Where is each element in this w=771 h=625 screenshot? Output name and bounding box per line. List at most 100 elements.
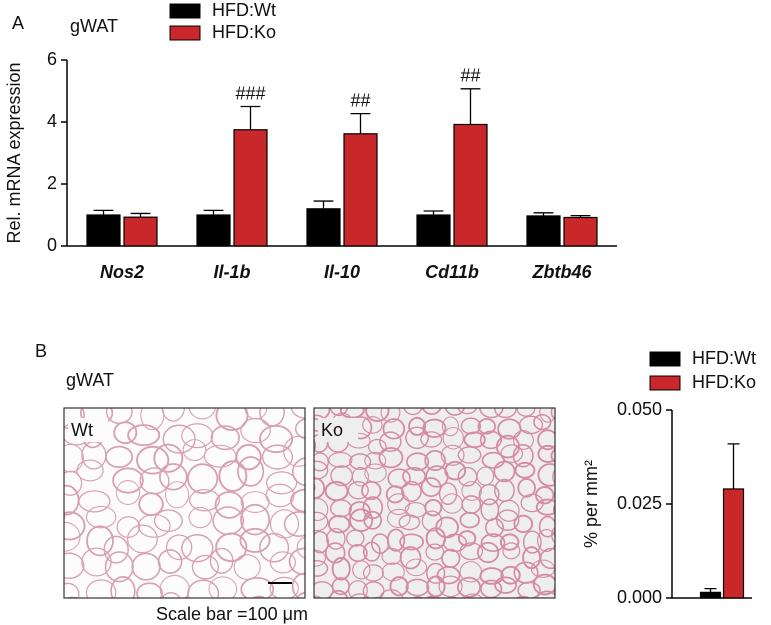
bar: [343, 133, 378, 247]
cell: [26, 383, 51, 405]
cell: [346, 529, 365, 547]
cell: [478, 483, 500, 506]
cell: [553, 583, 555, 594]
cell: [289, 488, 305, 513]
cell: [389, 576, 409, 597]
cell: [493, 460, 516, 483]
cell: [516, 614, 539, 625]
cell: [457, 382, 477, 397]
cell: [104, 551, 134, 583]
cell: [314, 452, 329, 472]
cell: [28, 400, 56, 422]
cell: [421, 510, 443, 532]
bar: [722, 488, 745, 599]
cell: [240, 577, 275, 598]
cell: [240, 503, 271, 536]
cell: [115, 480, 141, 505]
cell: [477, 613, 499, 625]
cell: [411, 596, 425, 598]
cell: [426, 562, 446, 584]
cell: [383, 617, 405, 625]
cell: [214, 491, 244, 519]
cell: [494, 408, 517, 419]
label-bg: [68, 418, 108, 442]
cell: [349, 593, 370, 598]
cell: [339, 408, 365, 419]
cell: [288, 372, 317, 401]
cell: [550, 408, 555, 421]
cell: [291, 572, 305, 598]
cell: [537, 463, 555, 487]
y-tick-label: 4: [47, 111, 57, 131]
cell: [181, 534, 214, 563]
cell: [559, 416, 575, 431]
cell: [211, 373, 236, 403]
cell: [314, 559, 329, 577]
cell: [386, 528, 406, 552]
cell: [328, 589, 348, 598]
error-bar: [203, 209, 224, 215]
cell: [476, 541, 500, 564]
bar: [233, 129, 268, 247]
panel-label: B: [35, 341, 47, 361]
chart-title: gWAT: [70, 16, 118, 36]
cell: [481, 599, 499, 617]
cell: [64, 511, 86, 541]
cell: [64, 582, 80, 598]
error-bar: [704, 587, 717, 593]
y-axis-label: Rel. mRNA expression: [4, 62, 24, 243]
cell: [314, 595, 322, 598]
error-bar: [350, 112, 371, 134]
cell: [240, 417, 271, 444]
cell: [187, 579, 220, 598]
bar: [453, 123, 488, 247]
cell: [119, 597, 130, 598]
y-tick-label: 0: [47, 235, 57, 255]
cell: [496, 509, 520, 531]
cell: [389, 386, 407, 401]
cell: [189, 488, 221, 512]
legend-swatch: [169, 3, 201, 19]
cell: [479, 567, 504, 585]
x-tick-label: Il-10: [324, 262, 360, 282]
cell: [308, 387, 327, 405]
error-bar: [423, 210, 444, 215]
cell: [494, 576, 518, 594]
cell: [209, 547, 234, 574]
cell: [235, 443, 262, 471]
cell: [64, 511, 66, 521]
cell: [188, 506, 213, 529]
image-frame: [63, 407, 306, 599]
cell: [515, 595, 531, 598]
bar: [416, 214, 451, 247]
cell: [160, 592, 181, 598]
cell: [351, 466, 369, 487]
cell: [556, 430, 573, 446]
cell: [349, 606, 370, 625]
cell: [31, 578, 62, 604]
cell: [480, 533, 506, 552]
legend-label: HFD:Wt: [692, 348, 756, 368]
cell: [352, 560, 371, 580]
y-tick-label: 6: [47, 49, 57, 69]
cell: [64, 470, 83, 497]
cell: [459, 511, 480, 529]
cell: [161, 408, 186, 422]
cell: [296, 536, 305, 559]
cell: [379, 589, 404, 598]
cell: [153, 443, 184, 473]
cell: [261, 444, 294, 470]
cell: [112, 467, 144, 494]
cell: [514, 461, 536, 479]
cell: [314, 375, 339, 399]
cell: [215, 532, 248, 563]
significance-label: ##: [460, 66, 480, 86]
cell: [367, 438, 387, 455]
cell: [188, 408, 216, 420]
cell: [424, 449, 446, 472]
cell: [387, 508, 411, 529]
cell: [136, 445, 170, 475]
cell: [552, 503, 555, 516]
cell: [538, 515, 555, 538]
cell: [537, 429, 555, 451]
